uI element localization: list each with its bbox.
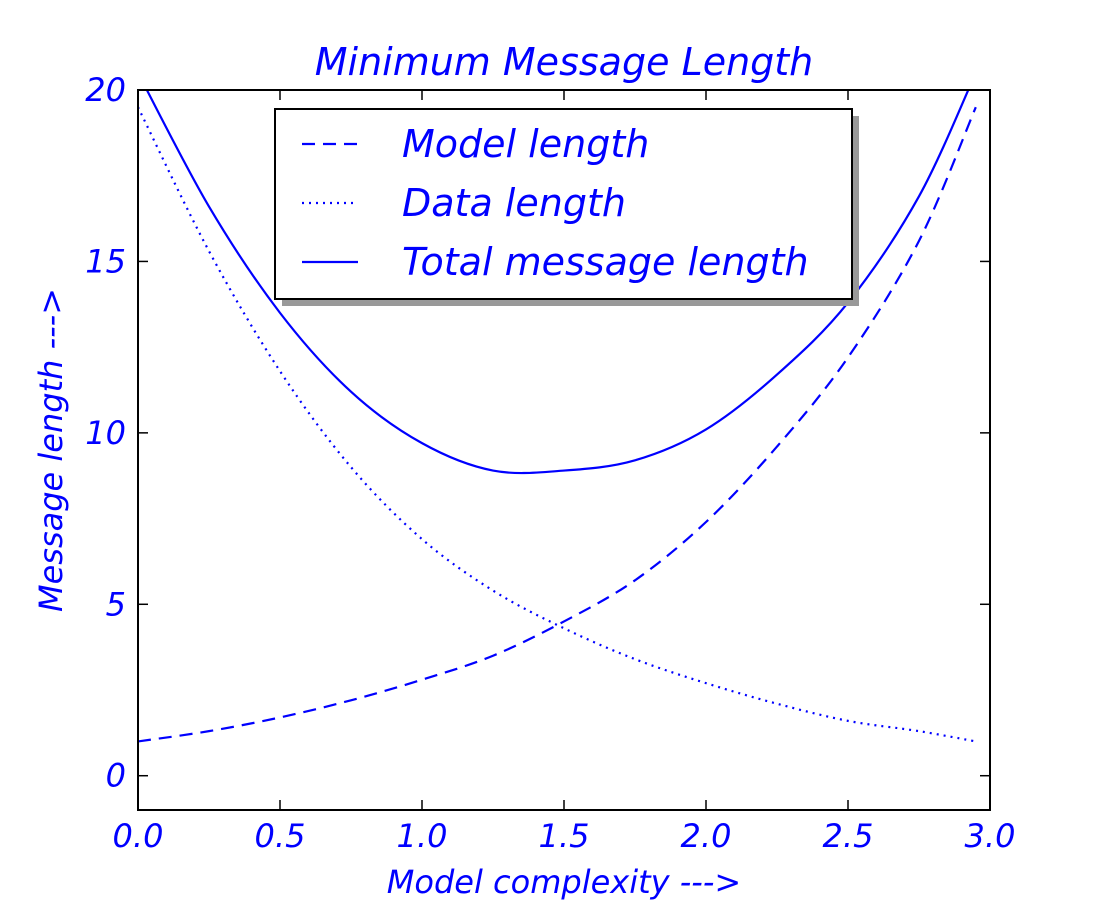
legend-label-model-length: Model length — [402, 122, 649, 166]
tick-layer: 0.0 0.5 1.0 1.5 2.0 2.5 3.0 0 5 10 15 20 — [85, 71, 1015, 855]
x-axis-label: Model complexity ---> — [387, 863, 741, 900]
x-tick-label: 1.5 — [539, 817, 590, 855]
x-tick-label: 3.0 — [965, 817, 1016, 855]
y-tick-label: 5 — [106, 585, 126, 623]
x-tick-label: 2.0 — [681, 817, 732, 855]
series-line-data-length — [138, 106, 976, 743]
y-tick-label: 15 — [85, 242, 126, 280]
series-line-model-length — [138, 106, 977, 743]
x-tick-label: 0.5 — [255, 817, 306, 855]
legend-box — [274, 108, 853, 300]
legend-label-data-length: Data length — [402, 181, 626, 225]
y-axis-label: Message length ---> — [32, 288, 70, 612]
x-tick-label: 0.0 — [113, 817, 164, 855]
legend-label-total-length: Total message length — [402, 240, 809, 284]
y-tick-label: 10 — [85, 414, 126, 452]
y-tick-label: 0 — [106, 757, 126, 795]
x-tick-label: 2.5 — [823, 817, 874, 855]
chart-title: Minimum Message Length — [315, 40, 814, 84]
x-tick-label: 1.0 — [397, 817, 448, 855]
y-tick-label: 20 — [85, 71, 126, 109]
legend: Model length Data length Total message l… — [274, 108, 859, 306]
